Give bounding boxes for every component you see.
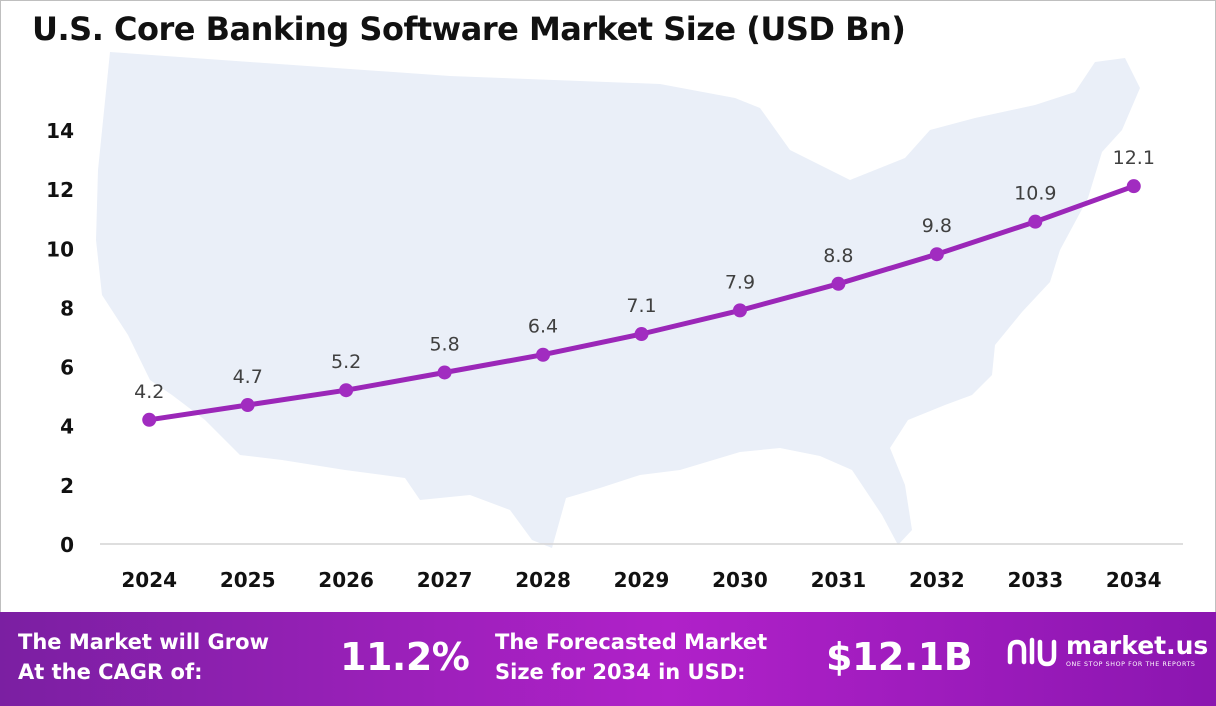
x-tick-label: 2027 <box>417 568 473 592</box>
data-label: 5.8 <box>429 333 459 355</box>
x-tick-label: 2024 <box>121 568 177 592</box>
x-tick-label: 2034 <box>1106 568 1162 592</box>
chart-area: 0 2 4 6 8 10 12 14 2024 2025 2026 2027 2028 2029 2030… <box>46 52 1183 592</box>
y-tick-label: 8 <box>60 296 74 320</box>
data-point <box>929 247 944 262</box>
y-tick-label: 0 <box>60 533 74 557</box>
data-label: 10.9 <box>1014 183 1056 205</box>
forecast-caption-line1: The Forecasted Market <box>495 630 768 654</box>
x-tick-label: 2029 <box>614 568 670 592</box>
data-label: 5.2 <box>331 351 361 373</box>
data-label: 6.4 <box>528 316 558 338</box>
footer-banner: The Market will Grow At the CAGR of: 11.… <box>0 612 1216 706</box>
data-label: 9.8 <box>922 215 952 237</box>
forecast-caption: The Forecasted Market Size for 2034 in U… <box>495 627 767 687</box>
data-point <box>437 365 452 380</box>
data-label: 7.9 <box>725 271 755 293</box>
y-tick-label: 4 <box>60 415 74 439</box>
x-tick-label: 2030 <box>712 568 768 592</box>
y-tick-label: 12 <box>46 178 74 202</box>
y-tick-label: 10 <box>46 237 74 261</box>
us-map-background <box>96 52 1140 548</box>
y-tick-label: 6 <box>60 356 74 380</box>
y-tick-label: 2 <box>60 474 74 498</box>
brand-tagline: ONE STOP SHOP FOR THE REPORTS <box>1066 661 1196 668</box>
data-label: 7.1 <box>626 295 656 317</box>
data-point <box>339 383 354 398</box>
data-point <box>831 276 846 291</box>
data-point <box>240 398 255 413</box>
y-tick-label: 14 <box>46 119 74 143</box>
data-point <box>536 347 551 362</box>
cagr-caption-line1: The Market will Grow <box>18 630 269 654</box>
cagr-caption: The Market will Grow At the CAGR of: <box>18 627 269 687</box>
data-point <box>1126 179 1141 194</box>
data-label: 8.8 <box>823 245 853 267</box>
data-point <box>634 327 649 342</box>
chart-title: U.S. Core Banking Software Market Size (… <box>32 10 906 48</box>
cagr-caption-line2: At the CAGR of: <box>18 660 203 684</box>
data-point <box>142 412 157 427</box>
x-tick-label: 2025 <box>220 568 276 592</box>
x-tick-label: 2032 <box>909 568 965 592</box>
data-point <box>732 303 747 318</box>
x-tick-label: 2028 <box>515 568 571 592</box>
data-label: 4.2 <box>134 381 164 403</box>
forecast-value: $12.1B <box>826 635 973 679</box>
brand-logo[interactable]: market.us ONE STOP SHOP FOR THE REPORTS <box>1006 632 1208 672</box>
data-label: 12.1 <box>1113 147 1155 169</box>
x-tick-label: 2031 <box>811 568 867 592</box>
x-tick-label: 2033 <box>1007 568 1063 592</box>
market-us-logo-icon <box>1007 637 1057 667</box>
cagr-value: 11.2% <box>340 635 470 679</box>
data-label: 4.7 <box>233 366 263 388</box>
forecast-caption-line2: Size for 2034 in USD: <box>495 660 746 684</box>
brand-name: market.us <box>1066 631 1209 660</box>
data-point <box>1028 214 1043 229</box>
x-tick-label: 2026 <box>318 568 374 592</box>
